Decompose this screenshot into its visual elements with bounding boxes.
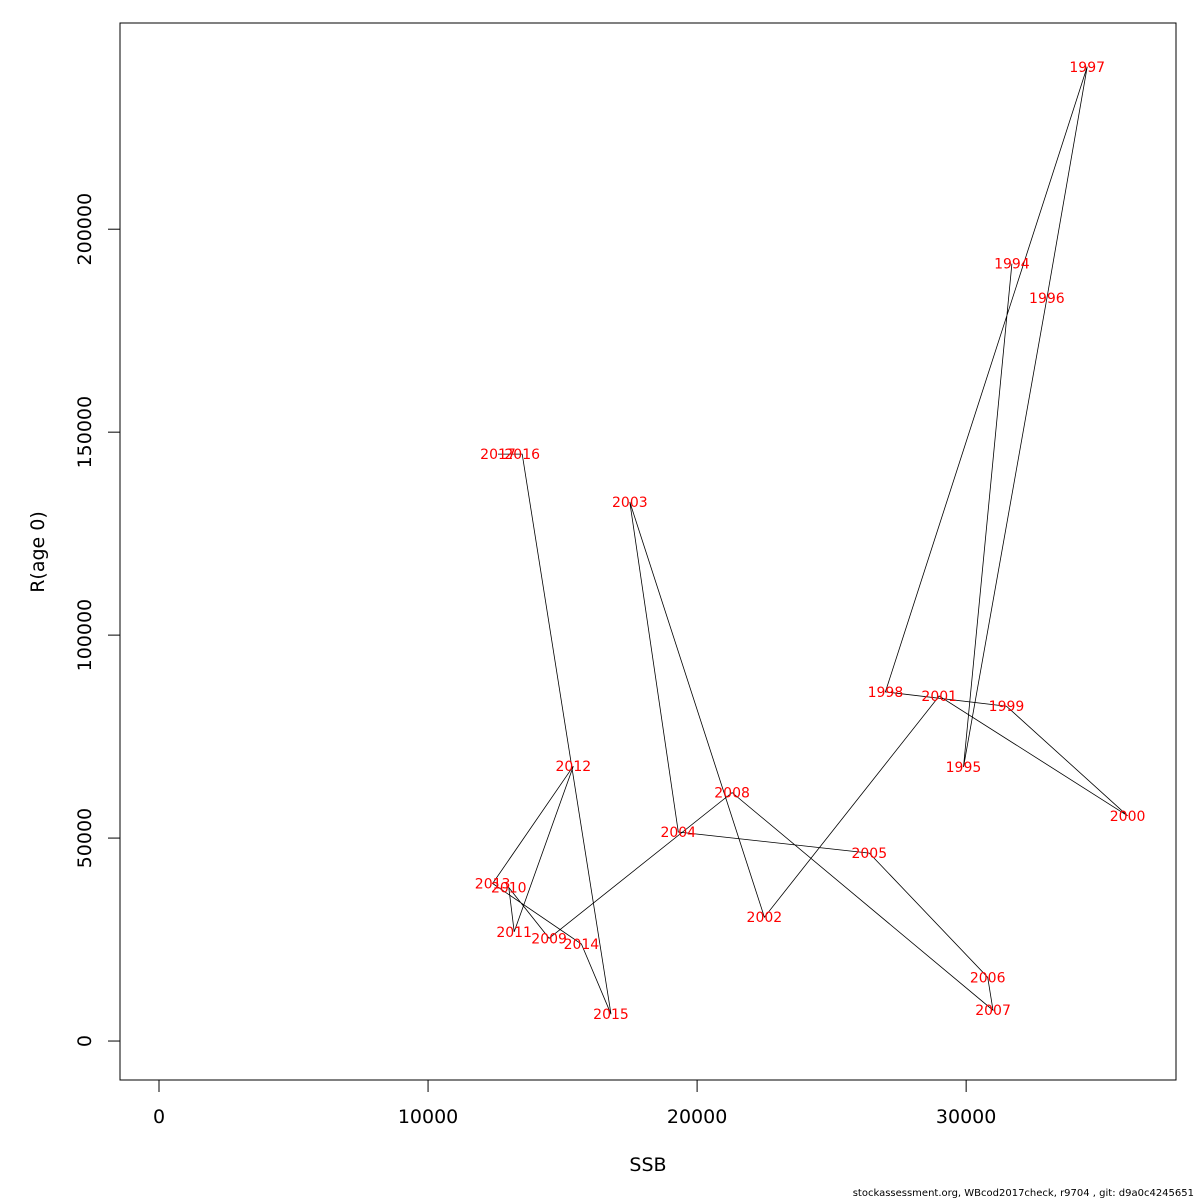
year-label-2012: 2012 <box>556 759 592 775</box>
y-tick-label: 200000 <box>74 193 96 266</box>
year-label-2006: 2006 <box>970 970 1006 986</box>
x-tick-label: 30000 <box>936 1106 996 1128</box>
x-tick-label: 20000 <box>667 1106 727 1128</box>
year-label-2003: 2003 <box>612 495 648 511</box>
year-label-2008: 2008 <box>714 786 750 802</box>
x-tick-label: 0 <box>153 1106 165 1128</box>
year-label-2017: 2017 <box>480 447 516 463</box>
year-label-2014: 2014 <box>564 937 600 953</box>
y-axis-title: R(age 0) <box>27 511 49 593</box>
year-label-1998: 1998 <box>868 685 904 701</box>
year-labels: 1994 1995 1996 1997 1998 1999 2000 2001 2002 2003… <box>475 60 1146 1023</box>
year-label-2004: 2004 <box>660 825 696 841</box>
footer-credit: stockassessment.org, WBcod2017check, r97… <box>852 1188 1194 1199</box>
year-label-1996: 1996 <box>1029 291 1065 307</box>
year-label-2016: 2016 <box>504 447 540 463</box>
year-label-2011: 2011 <box>496 925 532 941</box>
y-tick-label: 100000 <box>74 599 96 672</box>
plot-frame <box>119 22 1177 1081</box>
year-label-2013: 2013 <box>475 877 511 893</box>
year-label-2000: 2000 <box>1110 809 1146 825</box>
year-label-2007: 2007 <box>975 1003 1011 1019</box>
year-label-2015: 2015 <box>593 1007 629 1023</box>
y-axis: 0 50000 100000 150000 200000 <box>74 193 121 1047</box>
x-axis: 0 10000 20000 30000 <box>153 1079 996 1128</box>
recruitment-trajectory-line <box>492 66 1128 1015</box>
y-tick-label: 150000 <box>74 396 96 469</box>
year-label-1997: 1997 <box>1069 60 1105 76</box>
x-axis-title: SSB <box>629 1154 666 1176</box>
year-label-1995: 1995 <box>946 760 982 776</box>
year-label-2005: 2005 <box>851 846 887 862</box>
y-tick-label: 50000 <box>74 808 96 868</box>
year-label-2010: 2010 <box>491 881 527 897</box>
year-label-2002: 2002 <box>747 910 783 926</box>
year-label-2001: 2001 <box>921 689 957 705</box>
year-label-2009: 2009 <box>531 931 567 947</box>
year-label-1999: 1999 <box>989 699 1025 715</box>
y-tick-label: 0 <box>74 1035 96 1047</box>
x-tick-label: 10000 <box>398 1106 458 1128</box>
year-label-1994: 1994 <box>994 257 1030 273</box>
